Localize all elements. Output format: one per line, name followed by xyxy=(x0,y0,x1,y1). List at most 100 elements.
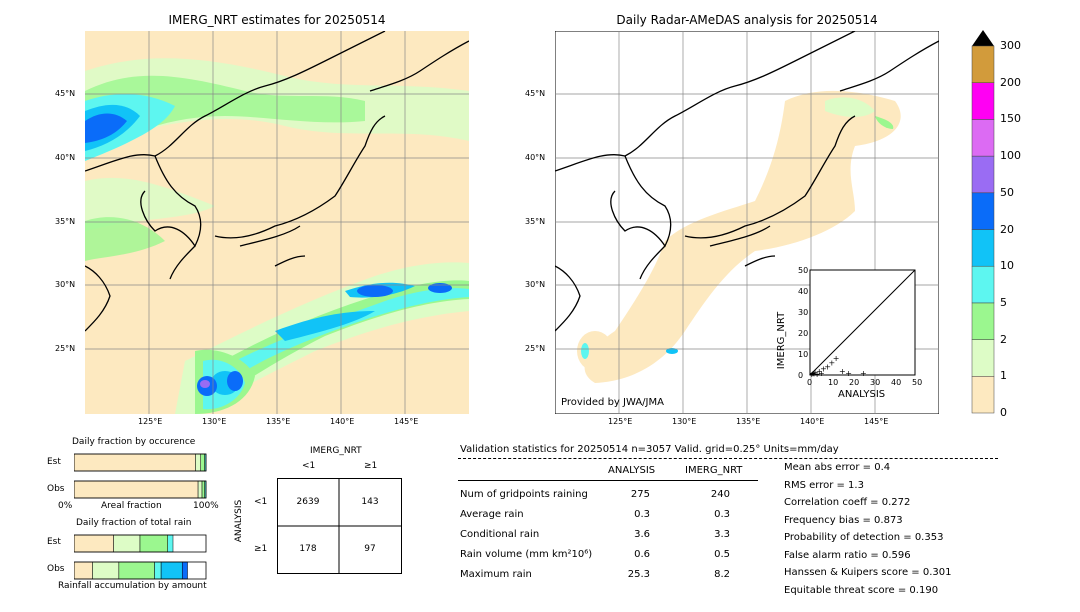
left-lat-35: 35°N xyxy=(55,217,76,226)
left-map xyxy=(85,31,469,414)
colorbar-segment xyxy=(971,265,995,304)
stats-row-imerg: 0.3 xyxy=(714,509,730,520)
colorbar-segment xyxy=(971,155,995,194)
contingency-title: IMERG_NRT xyxy=(310,446,362,456)
stats-row-label: Average rain xyxy=(460,509,524,520)
fraction-bar-outline xyxy=(74,453,207,472)
scatter-point: + xyxy=(829,358,836,367)
colorbar-segment xyxy=(971,376,995,414)
colorbar-segment xyxy=(971,192,995,230)
scatter-ylabel: IMERG_NRT xyxy=(776,311,788,370)
stats-row-analysis: 0.6 xyxy=(634,549,650,560)
total-bars xyxy=(74,534,207,580)
scatter-point: + xyxy=(812,368,819,377)
contingency-row-lt1: <1 xyxy=(254,497,268,507)
colorbar-label: 200 xyxy=(1000,75,1021,89)
colorbar-label: 5 xyxy=(1000,295,1007,309)
fraction-bar-segment xyxy=(92,561,120,580)
scatter-point: + xyxy=(810,369,817,378)
stats-row-label: Conditional rain xyxy=(460,529,540,540)
right-lon-135: 135°E xyxy=(736,417,761,426)
left-lat-25: 25°N xyxy=(55,344,76,353)
left-lat-40: 40°N xyxy=(55,153,76,162)
scatter-point: + xyxy=(818,369,825,378)
scatter-xtick: 40 xyxy=(891,378,901,387)
contingency-grid xyxy=(277,478,402,574)
scatter-point: + xyxy=(833,354,840,363)
stats-divider xyxy=(458,458,998,459)
scatter-xlabel: ANALYSIS xyxy=(838,389,886,400)
colorbar-label: 10 xyxy=(1000,259,1014,273)
fraction-total-title: Daily fraction of total rain xyxy=(76,518,192,528)
colorbar-label: 2 xyxy=(1000,332,1007,346)
left-lon-145: 145°E xyxy=(394,417,419,426)
left-lon-125: 125°E xyxy=(138,417,163,426)
credit-text: Provided by JWA/JMA xyxy=(561,397,664,408)
colorbar-label: 300 xyxy=(1000,39,1021,52)
contingency-row-ge1: ≥1 xyxy=(254,544,268,554)
score-line: False alarm ratio = 0.596 xyxy=(784,549,911,561)
total-row-obs: Obs xyxy=(47,564,65,574)
fraction-bar-segment xyxy=(200,453,205,472)
colorbar-segment xyxy=(971,82,995,120)
fraction-bar-segment xyxy=(74,453,196,472)
cell-00: 2639 xyxy=(296,497,320,507)
fraction-occurrence-title: Daily fraction by occurence xyxy=(72,437,196,447)
colorbar-segment xyxy=(971,339,995,377)
fraction-bar-segment xyxy=(113,534,141,553)
stats-row-label: Maximum rain xyxy=(460,569,532,580)
left-lat-30: 30°N xyxy=(55,280,76,289)
colorbar-label: 50 xyxy=(1000,185,1014,199)
total-row-est: Est xyxy=(47,537,61,547)
fraction-bar-segment xyxy=(154,561,162,580)
fraction-bar-segment xyxy=(74,561,93,580)
scatter-point: + xyxy=(824,363,831,372)
left-lat-45: 45°N xyxy=(55,89,76,98)
right-lat-30: 30°N xyxy=(525,280,546,289)
fraction-bar-segment xyxy=(160,561,183,580)
stats-row-imerg: 3.3 xyxy=(714,529,730,540)
scatter-ytick: 50 xyxy=(798,266,808,275)
cell-11: 97 xyxy=(364,544,376,554)
stats-row-analysis: 0.3 xyxy=(634,509,650,520)
scatter-xtick: 20 xyxy=(849,378,859,387)
right-lon-145: 145°E xyxy=(864,417,889,426)
scatter-xtick: 10 xyxy=(828,378,838,387)
score-line: Frequency bias = 0.873 xyxy=(784,514,903,526)
score-line: RMS error = 1.3 xyxy=(784,479,864,491)
scatter-ytick: 20 xyxy=(798,329,808,338)
scatter-xtick: 30 xyxy=(870,378,880,387)
stats-header: Validation statistics for 20250514 n=305… xyxy=(460,444,839,455)
scatter-ytick: 10 xyxy=(798,350,808,359)
stats-col-imerg: IMERG_NRT xyxy=(685,465,743,476)
right-lat-25: 25°N xyxy=(525,344,546,353)
score-line: Hanssen & Kuipers score = 0.301 xyxy=(784,567,952,578)
scatter-point: + xyxy=(845,369,852,378)
scatter-point: + xyxy=(816,367,823,376)
contingency-col-ge1: ≥1 xyxy=(364,461,378,471)
fraction-bar-segment xyxy=(167,534,174,553)
right-lat-35: 35°N xyxy=(525,217,546,226)
occurrence-row-est: Est xyxy=(47,457,61,467)
scatter-point: + xyxy=(811,369,818,378)
fraction-bar-outline xyxy=(74,561,207,580)
colorbar-segment xyxy=(971,302,995,340)
colorbar-label: 150 xyxy=(1000,112,1021,126)
right-lat-45: 45°N xyxy=(525,89,546,98)
scatter-point: + xyxy=(839,367,846,376)
fraction-bar-segment xyxy=(118,561,155,580)
occurrence-bars xyxy=(74,453,207,499)
scatter-ytick: 0 xyxy=(798,371,803,380)
left-lon-135: 135°E xyxy=(266,417,291,426)
stats-row-label: Rain volume (mm km²10⁶) xyxy=(460,549,593,560)
colorbar-label: 20 xyxy=(1000,222,1014,236)
fraction-bar-segment xyxy=(74,480,199,499)
stats-col-rule xyxy=(458,480,758,481)
occurrence-xlabel-right: 100% xyxy=(193,501,219,511)
scatter-point: + xyxy=(860,369,867,378)
colorbar-label: 100 xyxy=(1000,149,1021,163)
stats-row-imerg: 0.5 xyxy=(714,549,730,560)
colorbar-overflow-arrow xyxy=(972,30,994,46)
contingency-row-axis: ANALYSIS xyxy=(234,499,245,543)
